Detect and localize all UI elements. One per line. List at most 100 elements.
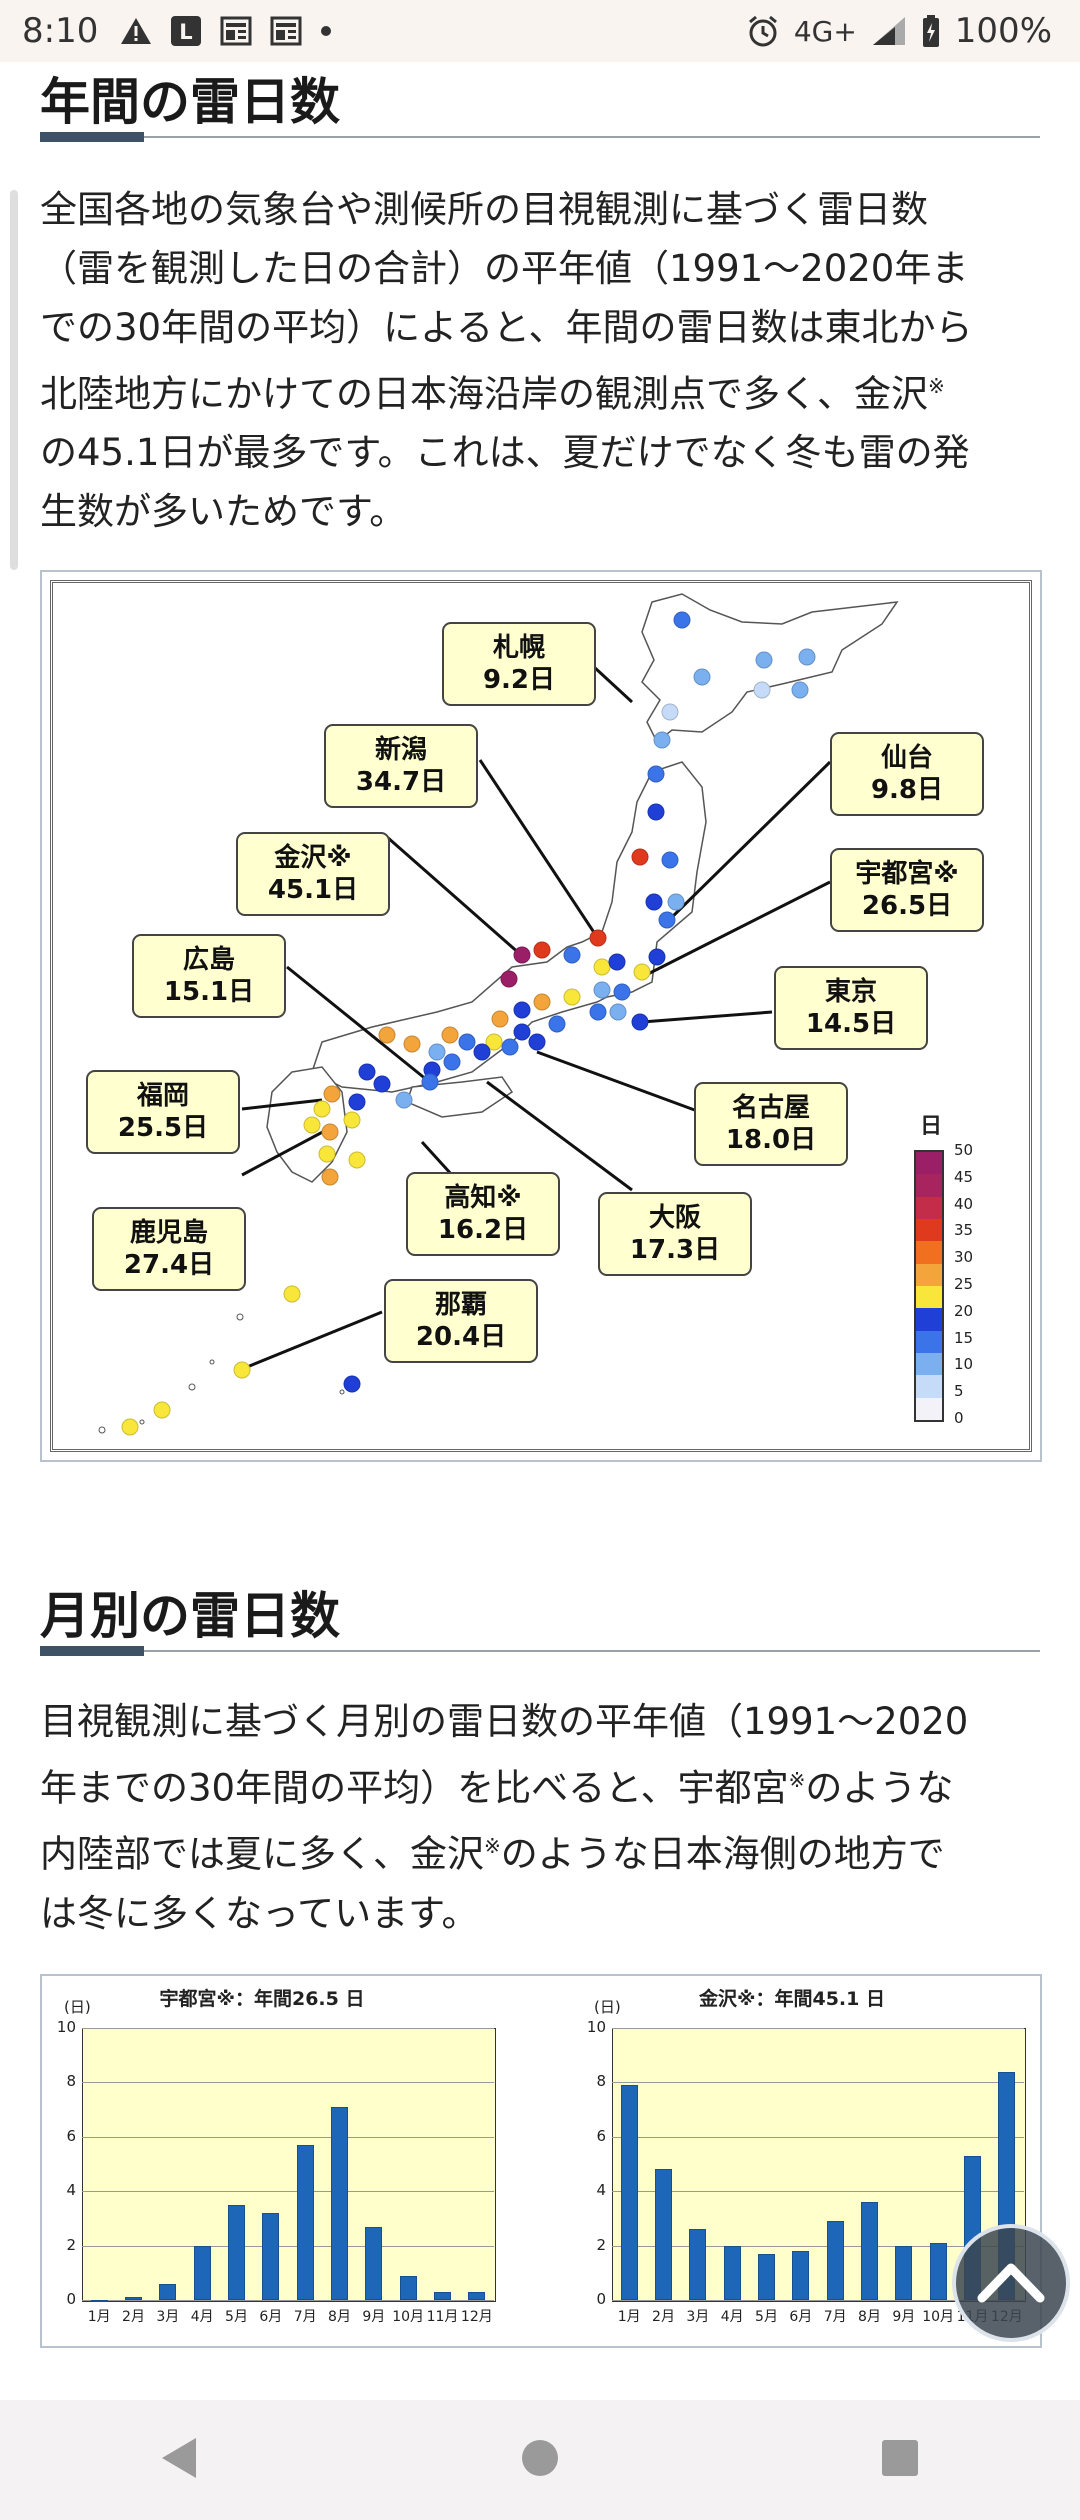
annual-paragraph: 全国各地の気象台や測候所の目視観測に基づく雷日数 （雷を観測した日の合計）の平年… bbox=[40, 180, 1050, 541]
legend-label: 40 bbox=[954, 1194, 974, 1213]
bar-4月 bbox=[193, 2245, 211, 2300]
station-dot bbox=[343, 1111, 361, 1129]
bar-7月 bbox=[826, 2221, 844, 2300]
y-unit-label: (日) bbox=[64, 1998, 91, 2016]
station-dot bbox=[473, 1043, 491, 1061]
bar-7月 bbox=[296, 2144, 314, 2300]
chart-title: 宇都宮※：年間26.5 日 bbox=[159, 1988, 365, 2010]
station-dot bbox=[513, 1023, 531, 1041]
x-tick-label: 4月 bbox=[720, 2309, 744, 2325]
legend-swatch bbox=[916, 1241, 942, 1264]
status-bar: 8:10 L 4G+ 100% bbox=[0, 0, 1080, 62]
y-tick-label: 2 bbox=[66, 2235, 76, 2254]
legend-label: 35 bbox=[954, 1221, 974, 1240]
bar-9月 bbox=[895, 2245, 913, 2300]
gridline bbox=[612, 2191, 1024, 2193]
bar-9月 bbox=[365, 2226, 383, 2300]
legend-label: 45 bbox=[954, 1167, 974, 1186]
battery-icon bbox=[921, 14, 941, 48]
bar-8月 bbox=[860, 2202, 879, 2300]
gridline bbox=[82, 2300, 494, 2301]
monthly-charts-figure[interactable]: 宇都宮※：年間26.5 日 (日) 0 2 4 6 8 10 1月 2月 3月 4月 5月 6月 7月 8月 9… bbox=[40, 1974, 1042, 2348]
more-notifications-dot-icon bbox=[320, 25, 332, 37]
station-dot bbox=[121, 1418, 139, 1436]
legend-swatch bbox=[916, 1308, 942, 1331]
legend-label: 25 bbox=[954, 1275, 974, 1293]
station-dot bbox=[798, 648, 816, 666]
station-dot bbox=[358, 1063, 376, 1081]
x-tick-label: 6月 bbox=[789, 2309, 813, 2325]
legend-label: 0 bbox=[954, 1409, 964, 1427]
x-tick-label: 2月 bbox=[122, 2309, 145, 2325]
bar-10月 bbox=[399, 2275, 417, 2300]
gridline bbox=[82, 2082, 494, 2084]
callout-hiroshima: 広島 15.1日 bbox=[132, 934, 286, 1018]
scroll-indicator[interactable] bbox=[10, 190, 18, 570]
section-title-monthly: 月別の雷日数 bbox=[40, 1587, 340, 1645]
station-dot bbox=[673, 611, 691, 629]
bar-8月 bbox=[330, 2106, 349, 2300]
station-dot-kagoshima bbox=[321, 1168, 339, 1186]
station-dot bbox=[283, 1285, 301, 1303]
station-dot-hiroshima bbox=[421, 1073, 439, 1091]
legend-swatch bbox=[916, 1285, 942, 1309]
x-tick-label: 9月 bbox=[892, 2309, 916, 2325]
legend-swatch bbox=[916, 1397, 942, 1420]
y-tick-label: 8 bbox=[66, 2072, 76, 2091]
x-tick-label: 7月 bbox=[823, 2309, 847, 2325]
news-icon-2 bbox=[270, 16, 302, 46]
station-dot bbox=[153, 1401, 171, 1419]
back-icon[interactable] bbox=[160, 2436, 200, 2484]
para-line: 生数が多いためです。 bbox=[40, 490, 407, 534]
callout-sendai: 仙台 9.8日 bbox=[830, 732, 984, 816]
station-dot bbox=[755, 651, 773, 669]
section-accent-bar bbox=[40, 132, 144, 142]
station-dot bbox=[485, 1033, 503, 1051]
callout-kagoshima: 鹿児島 27.4日 bbox=[92, 1207, 246, 1291]
y-tick-label: 0 bbox=[596, 2290, 606, 2308]
y-tick-label: 4 bbox=[66, 2181, 76, 2200]
station-dot bbox=[323, 1085, 341, 1103]
legend-label: 20 bbox=[954, 1301, 974, 1320]
legend-swatch bbox=[916, 1218, 942, 1242]
y-tick-label: 10 bbox=[56, 2018, 76, 2036]
station-dot bbox=[667, 893, 685, 911]
station-dot bbox=[441, 1026, 459, 1044]
para-line: 全国各地の気象台や測候所の目視観測に基づく雷日数 bbox=[40, 188, 928, 231]
home-icon[interactable] bbox=[520, 2438, 560, 2482]
station-dot bbox=[533, 993, 551, 1011]
legend-swatch bbox=[916, 1196, 942, 1219]
station-dot bbox=[318, 1145, 336, 1163]
legend-swatch bbox=[916, 1330, 942, 1353]
x-tick-label: 12月 bbox=[460, 2309, 493, 2325]
bar-6月 bbox=[262, 2212, 280, 2300]
bar-10月 bbox=[929, 2242, 947, 2300]
x-tick-label: 1月 bbox=[617, 2309, 641, 2325]
map-frame bbox=[50, 580, 1032, 1452]
x-tick-label: 2月 bbox=[652, 2309, 675, 2325]
station-dot bbox=[428, 1043, 446, 1061]
callout-naha: 那覇 20.4日 bbox=[384, 1279, 538, 1363]
battery-percent: 100% bbox=[954, 11, 1052, 51]
legend-swatch bbox=[916, 1174, 942, 1197]
station-dot bbox=[648, 948, 666, 966]
section-divider bbox=[40, 136, 1040, 138]
gridline bbox=[82, 2245, 494, 2247]
station-dot bbox=[647, 803, 665, 821]
gridline bbox=[612, 2136, 1024, 2138]
y-tick-label: 2 bbox=[596, 2235, 606, 2254]
thunder-days-map-figure[interactable]: 札幌 9.2日 新潟 34.7日 金沢※ 45.1日 広島 15.1日 福岡 25.5日 … bbox=[40, 570, 1042, 1462]
navigation-bar bbox=[0, 2400, 1080, 2520]
station-dot-nagoya bbox=[548, 1015, 566, 1033]
station-dot bbox=[645, 893, 663, 911]
callout-nagoya: 名古屋 18.0日 bbox=[694, 1082, 848, 1166]
y-tick-label: 6 bbox=[66, 2126, 76, 2145]
bar-2月 bbox=[654, 2169, 673, 2300]
gridline bbox=[82, 2136, 494, 2138]
x-tick-label: 11月 bbox=[426, 2309, 459, 2325]
scroll-to-top-button[interactable] bbox=[952, 2224, 1070, 2342]
x-tick-label: 3月 bbox=[686, 2309, 710, 2325]
para-line: （雷を観測した日の合計）の平年値（1991～2020年ま bbox=[40, 247, 969, 290]
y-tick-label: 4 bbox=[596, 2181, 606, 2200]
recents-icon[interactable] bbox=[880, 2438, 920, 2482]
